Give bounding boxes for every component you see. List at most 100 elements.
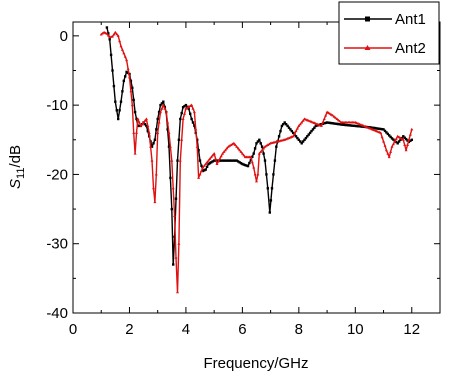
data-point-ant1	[190, 117, 193, 121]
data-point-ant1	[262, 152, 265, 155]
data-point-ant2	[181, 117, 185, 120]
data-point-ant2	[197, 176, 201, 179]
data-point-ant2	[401, 138, 405, 141]
data-point-ant1	[198, 159, 202, 162]
data-point-ant1	[290, 129, 293, 133]
data-point-ant1	[361, 125, 364, 128]
data-point-ant1	[203, 169, 206, 172]
data-point-ant1	[184, 103, 188, 107]
data-point-ant2	[116, 34, 120, 37]
data-point-ant1	[146, 129, 149, 133]
data-point-ant2	[250, 160, 254, 164]
data-point-ant1	[204, 168, 207, 171]
data-point-ant1	[138, 124, 141, 128]
data-point-ant2	[259, 150, 263, 153]
data-point-ant2	[112, 32, 116, 36]
data-point-ant1	[284, 123, 288, 126]
data-point-ant2	[135, 131, 138, 134]
data-point-ant2	[159, 110, 162, 114]
data-point-ant2	[140, 122, 144, 126]
data-point-ant1	[325, 121, 329, 124]
data-point-ant1	[272, 173, 275, 176]
data-point-ant2	[394, 137, 398, 140]
data-point-ant1	[396, 142, 399, 145]
data-point-ant2	[319, 124, 323, 127]
x-tick-label: 10	[347, 321, 364, 338]
data-point-ant2	[149, 145, 153, 148]
data-point-ant1	[259, 142, 262, 145]
data-point-ant2	[331, 113, 335, 117]
data-point-ant1	[385, 131, 388, 134]
data-point-ant1	[241, 162, 244, 166]
data-point-ant1	[143, 123, 147, 126]
data-point-ant1	[265, 173, 268, 176]
data-point-ant1	[180, 111, 183, 115]
data-point-ant1	[174, 197, 178, 200]
data-point-ant1	[124, 75, 127, 78]
data-point-ant2	[146, 124, 150, 127]
data-point-ant1	[121, 90, 124, 93]
data-point-ant1	[162, 100, 165, 103]
data-point-ant2	[209, 155, 213, 159]
data-point-ant2	[130, 103, 134, 107]
data-point-ant1	[304, 136, 308, 140]
data-point-ant2	[133, 152, 137, 155]
data-point-ant1	[152, 142, 155, 145]
data-point-ant1	[263, 159, 267, 162]
data-point-ant2	[225, 146, 229, 150]
data-point-ant2	[328, 112, 332, 115]
data-point-ant2	[171, 186, 175, 190]
data-point-ant1	[191, 121, 195, 124]
data-point-ant1	[133, 110, 137, 114]
data-point-ant2	[242, 153, 246, 157]
data-point-ant1	[342, 123, 346, 126]
x-tick-label: 12	[403, 321, 420, 338]
data-point-ant1	[211, 160, 214, 163]
data-point-ant2	[406, 143, 409, 146]
data-point-ant1	[111, 69, 114, 72]
data-point-ant2	[390, 145, 394, 148]
data-point-ant1	[389, 135, 392, 139]
data-point-ant2	[105, 32, 109, 35]
data-point-ant2	[185, 106, 189, 109]
data-point-ant2	[208, 157, 212, 160]
data-point-ant1	[334, 122, 337, 125]
data-point-ant1	[397, 140, 401, 143]
data-point-ant2	[161, 103, 165, 107]
data-point-ant2	[211, 153, 215, 157]
data-point-ant1	[388, 134, 391, 137]
x-tick-label: 2	[125, 321, 133, 338]
data-point-ant1	[310, 129, 313, 133]
legend-label-ant1: Ant1	[395, 11, 426, 28]
data-point-ant1	[145, 124, 148, 128]
data-point-ant1	[392, 138, 395, 141]
legend-marker-ant2	[364, 45, 371, 50]
data-point-ant2	[115, 32, 119, 36]
data-point-ant2	[332, 115, 336, 118]
data-point-ant1	[327, 121, 330, 124]
data-point-ant2	[386, 152, 390, 155]
data-point-ant2	[128, 75, 131, 79]
data-point-ant1	[183, 105, 186, 108]
data-point-ant1	[132, 98, 135, 102]
data-point-ant1	[331, 122, 334, 125]
data-point-ant2	[215, 162, 219, 165]
data-point-ant2	[150, 159, 154, 162]
data-point-ant1	[378, 127, 381, 130]
data-point-ant1	[268, 211, 271, 214]
data-point-ant1	[356, 125, 360, 128]
data-point-ant1	[231, 159, 234, 162]
data-point-ant1	[402, 135, 405, 138]
data-point-ant1	[328, 121, 332, 125]
data-point-ant2	[202, 164, 206, 167]
data-point-ant1	[170, 207, 173, 211]
data-point-ant2	[391, 142, 395, 146]
data-point-ant1	[251, 155, 254, 158]
data-point-ant2	[262, 146, 266, 150]
data-point-ant2	[397, 135, 401, 139]
data-point-ant2	[321, 120, 325, 124]
data-point-ant1	[373, 126, 377, 130]
data-point-ant2	[396, 134, 400, 138]
data-point-ant1	[348, 124, 351, 127]
data-point-ant2	[228, 144, 232, 147]
